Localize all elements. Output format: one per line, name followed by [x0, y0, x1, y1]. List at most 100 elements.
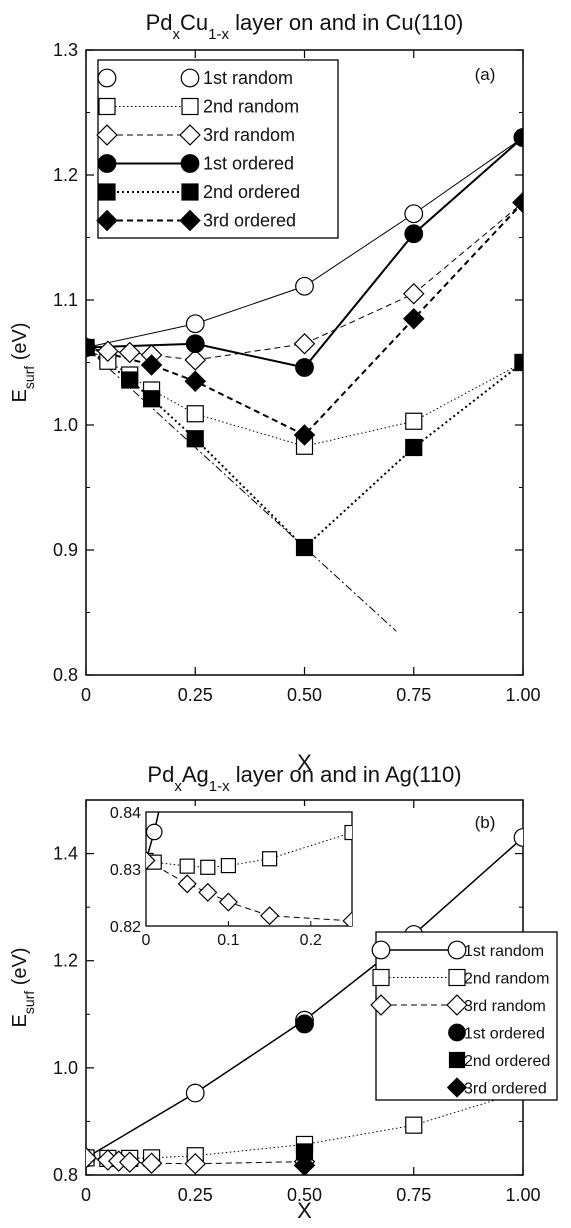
- main-series-6-point: [86, 336, 97, 359]
- legend-label: 1st ordered: [464, 1026, 545, 1043]
- inset-series-3-point: [342, 911, 352, 926]
- main-series-4-point: [295, 358, 314, 377]
- main-series-1-point: [185, 314, 205, 334]
- legend-label: 2nd ordered: [464, 1053, 550, 1070]
- main-series-2-point: [405, 412, 423, 430]
- y-tick-label: 0.8: [53, 1165, 78, 1185]
- legend-marker-right: [179, 124, 201, 146]
- legend-label: 1st random: [464, 943, 544, 960]
- x-tick-label: 0.25: [178, 685, 213, 705]
- main-series-1-point: [295, 276, 314, 296]
- inset-y-tick-label: 0.83: [110, 862, 141, 879]
- x-tick-label: 0.25: [178, 1185, 213, 1205]
- x-axis-label: X: [297, 750, 312, 775]
- main-series-4-point: [404, 224, 424, 244]
- legend-label: 3rd random: [203, 125, 295, 145]
- main-series-5-point: [142, 390, 161, 408]
- legend-marker-right: [180, 68, 200, 88]
- x-tick-label: 0.50: [287, 1185, 322, 1205]
- y-axis-label: Esurf (eV): [9, 947, 37, 1027]
- main-series-6-point: [140, 354, 163, 376]
- legend-marker-left: [97, 154, 117, 173]
- main-series-3-point: [402, 282, 425, 305]
- legend-marker-right: [179, 209, 201, 232]
- legend-marker-right: [446, 994, 468, 1016]
- y-tick-label: 1.4: [53, 844, 78, 864]
- inset-series-2-point: [200, 859, 216, 875]
- legend: 1st random 2nd random 3rd random 1st ordere…: [370, 931, 558, 1101]
- y-tick-label: 1.0: [53, 415, 78, 435]
- legend-label: 3rd ordered: [464, 1081, 547, 1098]
- main-series-5-point: [295, 538, 314, 557]
- x-tick-label: 0.75: [396, 685, 431, 705]
- legend-marker-left: [98, 183, 116, 201]
- legend-box: [97, 59, 339, 239]
- legend-marker: [446, 1077, 468, 1098]
- inset-series-3-point: [146, 850, 156, 870]
- main-series-5-point: [186, 430, 204, 448]
- main-series-5-point: [121, 371, 139, 389]
- x-tick-label: 0.75: [396, 1185, 431, 1205]
- x-tick-label: 0: [81, 685, 91, 705]
- legend-label: 3rd ordered: [203, 211, 296, 231]
- legend-label: 1st ordered: [203, 154, 294, 174]
- y-tick-label: 0.9: [53, 540, 78, 560]
- legend-marker: [448, 1023, 466, 1042]
- legend-marker-right: [181, 97, 199, 116]
- y-tick-label: 1.0: [53, 1058, 78, 1078]
- main-series-6-point: [402, 307, 425, 330]
- legend-marker-left: [370, 994, 392, 1016]
- inset-series-3-point: [218, 892, 238, 912]
- chart-panel-a: PdxCu1-x layer on and in Cu(110) 0 0.25 0.5…: [9, 10, 541, 775]
- legend-label: 1st random: [203, 68, 293, 88]
- inset-series-3-point: [177, 874, 197, 894]
- inset-chart: 0 0.1 0.2 0.82 0.83 0.84: [102, 805, 360, 954]
- inset-series-2-point: [262, 851, 278, 867]
- y-tick-label: 1.3: [53, 40, 78, 60]
- legend-label: 2nd random: [464, 971, 549, 988]
- y-tick-label: 1.1: [53, 290, 78, 310]
- x-axis-label: X: [297, 1198, 312, 1223]
- main-series-4-point: [295, 1014, 314, 1034]
- legend-box: [375, 931, 558, 1101]
- legend-entry: 3rd ordered: [446, 1077, 547, 1098]
- y-axis-label: Esurf (eV): [9, 322, 37, 402]
- panel-label: (a): [475, 65, 496, 84]
- main-series-6-point: [293, 424, 316, 446]
- main-series-line-7: [86, 347, 397, 632]
- legend-marker-right: [180, 154, 200, 173]
- main-series-6-point: [293, 1154, 316, 1175]
- main-series-1-point: [513, 828, 523, 847]
- main-series-2-point: [405, 1116, 423, 1134]
- legend-marker-right: [447, 940, 467, 960]
- legend-marker-left: [97, 68, 117, 88]
- main-series-1-point: [185, 1083, 205, 1103]
- inset-series-3-point: [260, 906, 280, 926]
- x-tick-label: 0: [81, 1185, 91, 1205]
- legend-entry: 1st ordered: [448, 1023, 545, 1043]
- inset-x-tick-label: 0.1: [217, 932, 239, 949]
- legend-label: 2nd random: [203, 97, 299, 117]
- legend-marker: [448, 1051, 466, 1069]
- x-tick-label: 1.00: [505, 1185, 540, 1205]
- x-tick-label: 1.00: [505, 685, 540, 705]
- main-series-3-point: [118, 1151, 141, 1173]
- main-series-6-point: [512, 191, 523, 214]
- main-series-6-point: [184, 370, 207, 393]
- inset-y-tick-label: 0.84: [110, 805, 141, 822]
- legend-entry: 3rd ordered: [96, 209, 296, 232]
- legend-entry: 2nd random: [98, 97, 299, 117]
- legend-entry: 2nd random: [372, 968, 549, 988]
- inset-series-3-point: [198, 882, 218, 902]
- inset-y-tick-label: 0.82: [110, 919, 141, 936]
- main-series-3-point: [97, 340, 119, 363]
- main-series-line-6: [86, 201, 523, 437]
- legend-label: 3rd random: [464, 998, 546, 1015]
- legend-marker-right: [181, 183, 199, 201]
- inset-series-2-point: [179, 858, 195, 874]
- chart-title: PdxCu1-x layer on and in Cu(110): [146, 10, 464, 43]
- legend-marker-left: [98, 97, 116, 116]
- main-series-3-point: [184, 1152, 207, 1175]
- inset-series-line-3: [146, 860, 352, 922]
